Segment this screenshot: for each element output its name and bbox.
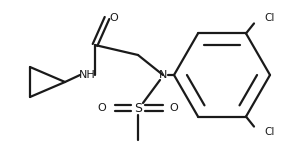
Text: O: O — [170, 103, 178, 113]
Text: Cl: Cl — [264, 13, 274, 23]
Text: O: O — [98, 103, 106, 113]
Text: O: O — [110, 13, 118, 23]
Text: N: N — [159, 70, 167, 80]
Text: Cl: Cl — [264, 127, 274, 137]
Text: NH: NH — [79, 70, 95, 80]
Text: S: S — [134, 102, 142, 115]
